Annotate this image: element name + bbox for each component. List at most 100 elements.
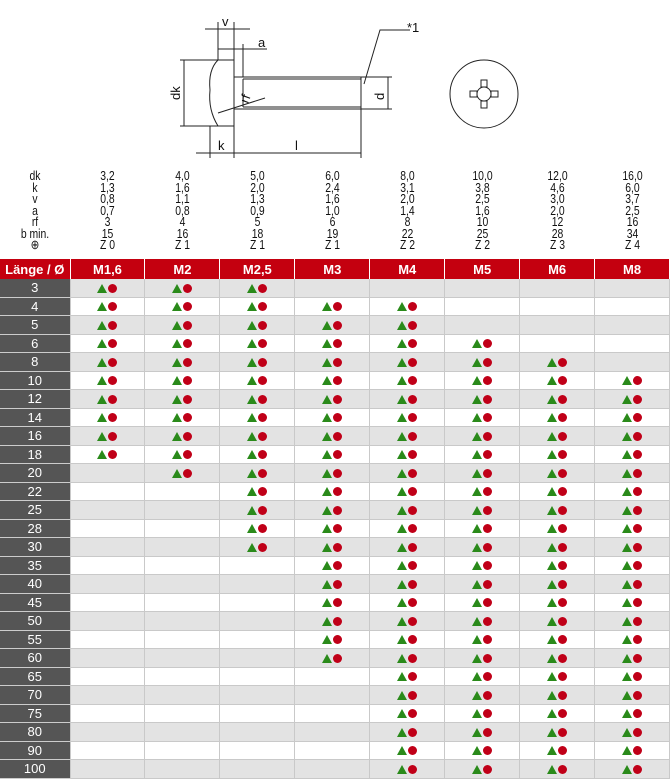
table-row: 14 xyxy=(0,408,670,427)
circle-icon xyxy=(183,357,193,367)
availability-cell xyxy=(594,297,670,316)
circle-icon xyxy=(558,727,568,737)
spec-value: 6,0 xyxy=(625,179,640,195)
circle-icon xyxy=(408,635,418,645)
circle-icon xyxy=(483,339,493,349)
availability-cell xyxy=(444,759,521,779)
availability-cell xyxy=(519,667,596,686)
circle-icon xyxy=(333,413,343,423)
availability-cell xyxy=(594,537,670,557)
circle-icon xyxy=(108,376,118,386)
availability-cell xyxy=(444,334,521,353)
spec-value: 3 xyxy=(104,214,111,230)
triangle-icon xyxy=(547,431,558,441)
spec-value: 15 xyxy=(101,225,114,241)
triangle-icon xyxy=(322,653,333,663)
circle-icon xyxy=(408,339,418,349)
size-header: M2 xyxy=(144,259,221,279)
availability-cell xyxy=(144,334,221,353)
triangle-icon xyxy=(172,431,183,441)
table-row: 10 xyxy=(0,371,670,390)
triangle-icon xyxy=(472,727,483,737)
triangle-icon xyxy=(397,413,408,423)
circle-icon xyxy=(483,376,493,386)
availability-cell xyxy=(594,685,670,705)
circle-icon xyxy=(333,505,343,515)
table-row: 70 xyxy=(0,685,670,705)
circle-icon xyxy=(333,339,343,349)
availability-cell xyxy=(70,519,146,538)
spec-value: Z 1 xyxy=(249,237,266,253)
length-cell: 70 xyxy=(0,685,71,705)
availability-cell xyxy=(369,648,446,668)
table-row: 18 xyxy=(0,445,670,464)
circle-icon xyxy=(483,709,493,719)
circle-icon xyxy=(633,598,643,608)
triangle-icon xyxy=(172,357,183,367)
availability-cell xyxy=(369,334,446,353)
triangle-icon xyxy=(172,468,183,478)
triangle-icon xyxy=(397,357,408,367)
spec-row-label: v xyxy=(32,191,38,207)
screw-technical-drawing: v a dk rf d k l *1 xyxy=(168,14,519,158)
triangle-icon xyxy=(472,709,483,719)
circle-icon xyxy=(408,302,418,312)
spec-value: 18 xyxy=(251,225,264,241)
availability-cell xyxy=(594,371,670,390)
spec-value: 22 xyxy=(401,225,414,241)
availability-cell xyxy=(594,667,670,686)
triangle-icon xyxy=(97,431,108,441)
triangle-icon xyxy=(547,579,558,589)
circle-icon xyxy=(558,635,568,645)
availability-cell xyxy=(294,334,371,353)
availability-cell xyxy=(144,482,221,501)
circle-icon xyxy=(558,394,568,404)
table-row: 50 xyxy=(0,611,670,631)
length-cell: 4 xyxy=(0,297,71,316)
availability-cell xyxy=(294,556,371,575)
spec-value: 28 xyxy=(551,225,564,241)
triangle-icon xyxy=(397,524,408,534)
circle-icon xyxy=(408,690,418,700)
triangle-icon xyxy=(547,598,558,608)
circle-icon xyxy=(558,709,568,719)
circle-icon xyxy=(408,505,418,515)
circle-icon xyxy=(108,431,118,441)
spec-row: v 0,8 1,1 1,3 1,6 2,0 2,5 3,0 3,7 xyxy=(0,193,670,205)
availability-cell xyxy=(144,445,221,464)
availability-cell xyxy=(70,667,146,686)
triangle-icon xyxy=(322,542,333,552)
spec-row-label: ⊕ xyxy=(30,237,40,253)
availability-cell xyxy=(594,352,670,372)
availability-cell xyxy=(144,389,221,409)
triangle-icon xyxy=(322,431,333,441)
spec-value: 4,6 xyxy=(550,179,565,195)
table-row: 65 xyxy=(0,667,670,686)
availability-cell xyxy=(219,556,296,575)
spec-value: 3,1 xyxy=(400,179,415,195)
triangle-icon xyxy=(322,339,333,349)
availability-cell xyxy=(294,685,371,705)
dim-label-rf: rf xyxy=(237,92,254,105)
triangle-icon xyxy=(247,302,258,312)
triangle-icon xyxy=(547,505,558,515)
availability-cell xyxy=(219,630,296,649)
circle-icon xyxy=(333,524,343,534)
availability-cell xyxy=(294,352,371,372)
triangle-icon xyxy=(97,413,108,423)
circle-icon xyxy=(408,376,418,386)
triangle-icon xyxy=(472,653,483,663)
triangle-icon xyxy=(547,450,558,460)
spec-value: 8,0 xyxy=(400,168,415,184)
availability-cell xyxy=(70,482,146,501)
availability-cell xyxy=(519,611,596,631)
availability-cell xyxy=(444,722,521,742)
note-label: *1 xyxy=(407,20,419,35)
circle-icon xyxy=(408,579,418,589)
circle-icon xyxy=(408,764,418,774)
triangle-icon xyxy=(322,524,333,534)
spec-value: 2,5 xyxy=(625,202,640,218)
circle-icon xyxy=(258,468,268,478)
length-cell: 75 xyxy=(0,704,71,723)
availability-cell xyxy=(70,704,146,723)
